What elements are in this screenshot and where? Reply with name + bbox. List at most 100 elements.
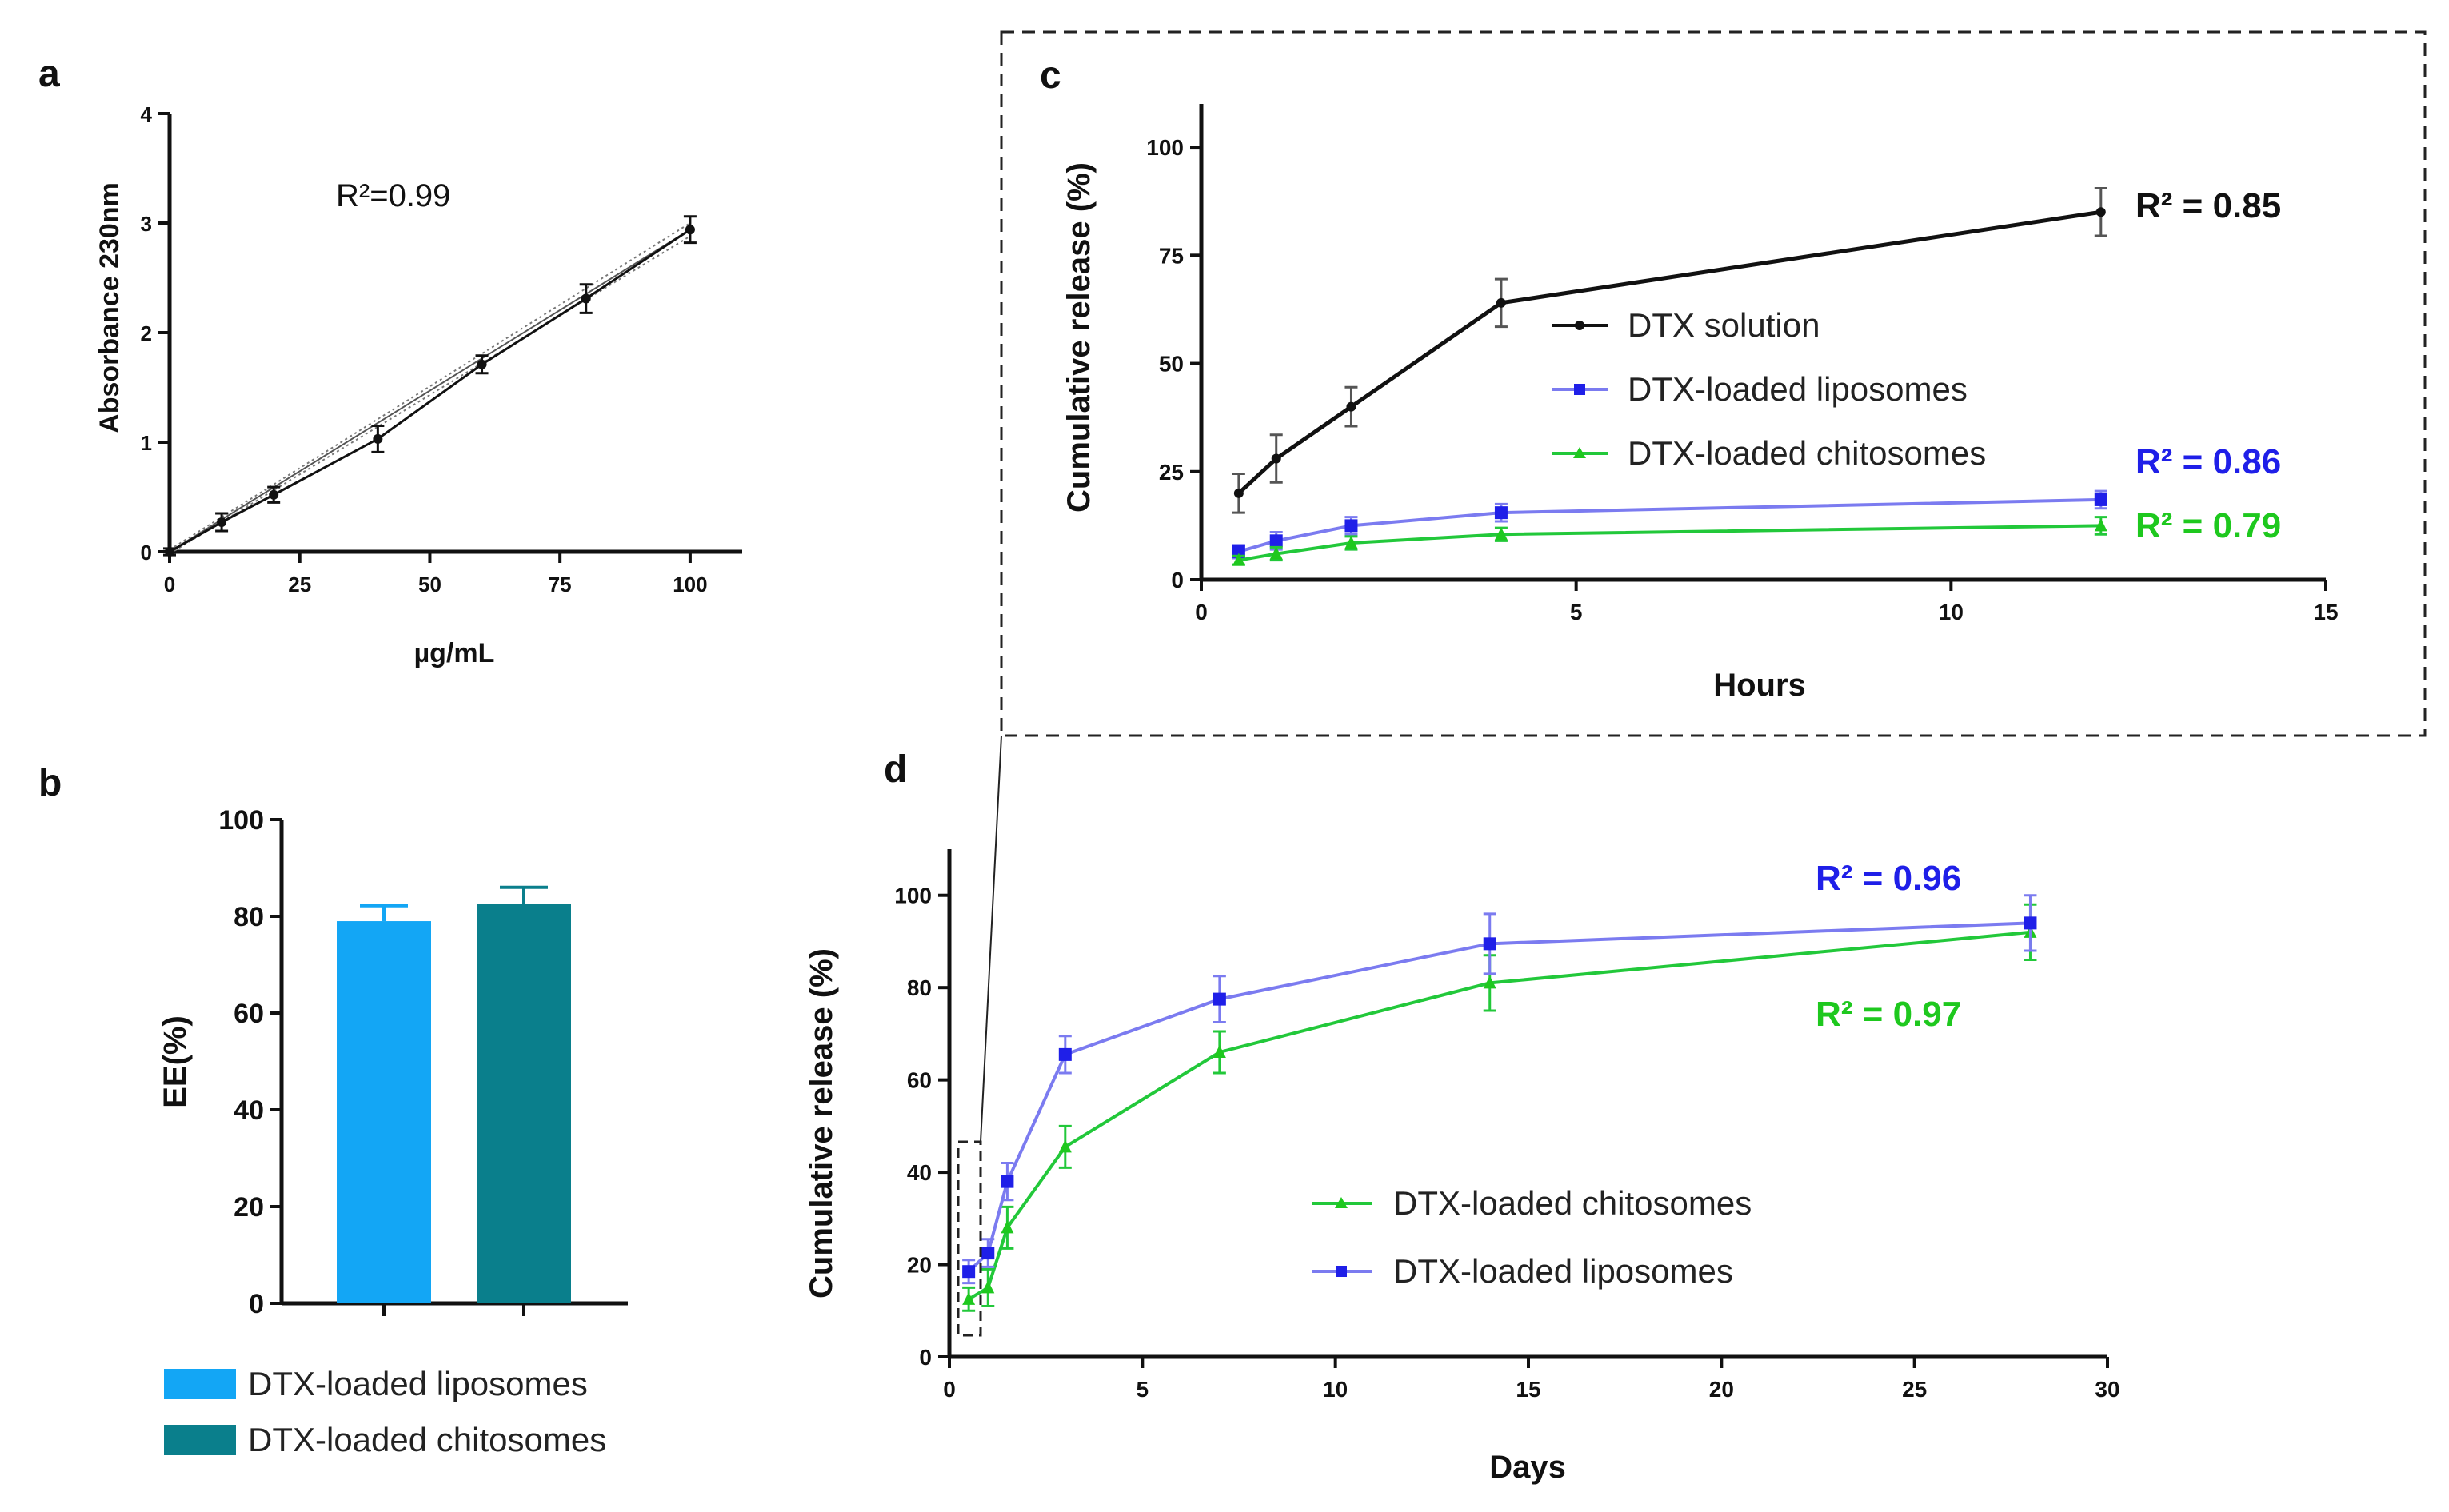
panel-d-series-point [1213,992,1226,1006]
panel-a-y-tick-label: 1 [141,431,152,455]
panel-d-r2-liposomes: R² = 0.96 [1816,859,1961,898]
panel-c-series-point [2095,207,2106,217]
panel-c: c 0 25 50 75 100 0 5 10 15 Cumulative release (%… [1000,30,2427,737]
panel-c-x-axis-title: Hours [1713,668,1806,703]
panel-a-letter: a [38,53,60,95]
panel-b-bar [337,921,431,1303]
panel-a-y-tick-label: 0 [141,541,152,565]
panel-d-series-point [2024,916,2037,930]
panel-d-x-tick-label: 25 [1902,1377,1927,1402]
panel-a-y-tick-label: 3 [141,212,152,236]
legend-label-chitosomes-d: DTX-loaded chitosomes [1393,1184,1752,1222]
panel-b: b 0 20 40 60 80 100 EE(%) DTX-loaded liposome… [38,762,628,1458]
legend-marker-chitosomes [1573,447,1586,458]
panel-c-series-point [1494,527,1508,541]
panel-b-legend: DTX-loaded liposomes DTX-loaded chitosom… [164,1365,606,1458]
panel-d-x-tick-label: 15 [1516,1377,1540,1402]
legend-marker-liposomes-d [1336,1266,1347,1277]
legend-label-liposomes-d: DTX-loaded liposomes [1393,1252,1733,1290]
panel-c-series-point [2094,518,2107,532]
panel-d-y-tick-label: 0 [919,1345,932,1370]
panel-c-series-line [1238,524,2101,562]
panel-d-series-line [968,930,2031,1301]
panel-b-letter: b [38,762,62,804]
legend-swatch-liposomes [164,1369,236,1399]
panel-d-plot-area: 0 20 40 60 80 100 0 5 10 15 20 25 30 [894,849,2120,1402]
legend-marker-chitosomes-d [1335,1197,1348,1208]
panel-a: a 0 1 2 3 4 0 25 50 75 100 Absorbance 230nm µg/mL… [38,53,742,668]
panel-c-series-point [2094,493,2107,506]
zoom-connector [980,735,1002,1143]
panel-d-r2-chitosomes: R² = 0.97 [1816,995,1961,1034]
panel-c-y-tick-label: 0 [1171,568,1184,592]
legend-label-chitosomes: DTX-loaded chitosomes [248,1421,606,1458]
panel-c-series-point [1494,506,1508,520]
panel-b-y-axis-title: EE(%) [158,1015,193,1108]
panel-b-y-tick-label: 100 [218,805,264,836]
panel-d-series-point [981,1247,995,1260]
panel-d-x-tick-label: 30 [2095,1377,2119,1402]
panel-c-series-point [1496,297,1506,308]
panel-c-r2-chitosomes: R² = 0.79 [2135,506,2281,545]
panel-b-y-tick-label: 80 [234,902,264,932]
panel-d-series-point [1058,1047,1072,1061]
panel-d-y-axis-title: Cumulative release (%) [804,948,839,1299]
panel-a-x-tick-label: 100 [673,572,707,596]
panel-b-y-tick-label: 20 [234,1192,264,1223]
panel-c-legend: DTX solution DTX-loaded liposomes DTX-lo… [1552,306,1986,472]
panel-c-series-point [1269,534,1283,548]
panel-d-series-point [1483,975,1496,989]
panel-c-series-point [1233,488,1244,498]
panel-c-series-point [1344,519,1358,533]
panel-c-inset-frame [1000,30,2427,737]
panel-a-y-tick-label: 2 [141,321,152,345]
panel-c-letter: c [1040,54,1061,97]
panel-a-series-point [165,547,174,557]
panel-c-y-tick-label: 50 [1159,352,1184,377]
panel-c-y-tick-label: 100 [1146,135,1184,160]
panel-c-y-tick-label: 25 [1159,460,1184,485]
panel-d-y-tick-label: 80 [907,975,932,1000]
legend-swatch-chitosomes [164,1425,236,1455]
panel-d-y-tick-label: 60 [907,1068,932,1093]
panel-c-x-tick-label: 5 [1570,600,1583,624]
panel-d: d 0 20 40 60 80 100 0 5 10 15 20 25 30 Cumulative re… [804,735,2120,1485]
panel-a-fit-line [169,229,691,553]
panel-c-y-tick-label: 75 [1159,243,1184,268]
panel-d-y-tick-label: 40 [907,1160,932,1185]
panel-d-series-point [962,1265,976,1279]
panel-b-y-tick-label: 0 [249,1289,264,1319]
panel-c-x-tick-label: 15 [2313,600,2338,624]
panel-b-bar [477,904,571,1303]
panel-a-plot-area: 0 1 2 3 4 0 25 50 75 100 [141,102,742,596]
panel-d-series-point [981,1280,995,1294]
panel-d-y-tick-label: 20 [907,1253,932,1278]
panel-d-zoom-box [957,1140,982,1337]
panel-c-y-axis-title: Cumulative release (%) [1061,162,1097,513]
legend-label-liposomes-c: DTX-loaded liposomes [1628,370,1968,408]
panel-c-x-tick-label: 0 [1195,600,1208,624]
panel-c-x-tick-label: 10 [1939,600,1964,624]
legend-label-liposomes: DTX-loaded liposomes [248,1365,588,1402]
panel-c-r2-liposomes: R² = 0.86 [2135,442,2281,481]
panel-b-plot-area: 0 20 40 60 80 100 [218,805,628,1319]
panel-d-x-tick-label: 20 [1709,1377,1734,1402]
legend-label-solution: DTX solution [1628,306,1820,344]
panel-a-y-tick-label: 4 [141,102,153,126]
panel-d-legend: DTX-loaded chitosomes DTX-loaded liposom… [1312,1184,1752,1290]
panel-a-series-point [373,433,383,444]
panel-c-series-point [1232,553,1245,566]
panel-a-series-point [581,293,591,304]
panel-d-series-point [1483,937,1496,951]
legend-marker-solution [1575,321,1584,330]
panel-a-y-axis-title: Absorbance 230nm [94,182,125,433]
panel-d-x-tick-label: 10 [1323,1377,1348,1402]
panel-a-confidence-band [169,235,691,555]
panel-d-series-point [1213,1045,1226,1058]
legend-label-chitosomes-c: DTX-loaded chitosomes [1628,434,1986,472]
panel-c-series-point [1346,401,1356,412]
panel-d-x-axis-title: Days [1489,1450,1566,1485]
panel-d-x-tick-label: 0 [943,1377,956,1402]
panel-d-letter: d [884,748,907,791]
panel-d-series-point [1001,1175,1014,1188]
